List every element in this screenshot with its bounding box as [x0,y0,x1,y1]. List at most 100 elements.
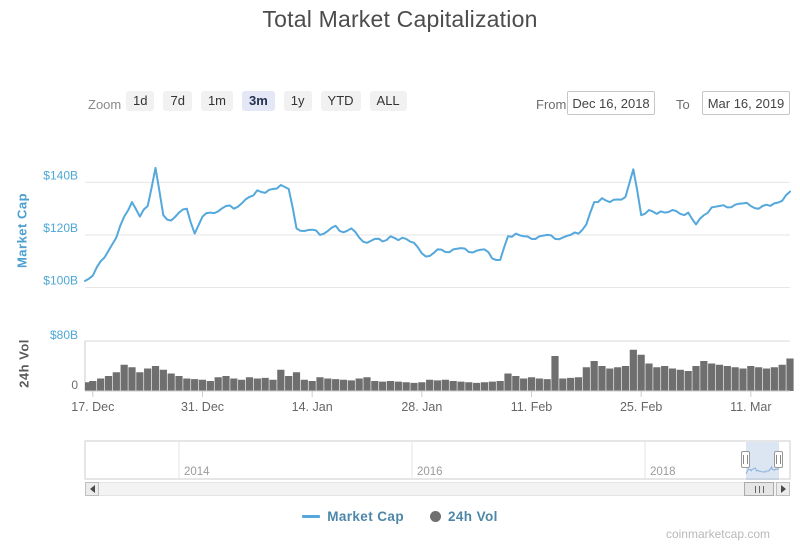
zoom-button-1d[interactable]: 1d [126,91,155,112]
volume-column[interactable] [668,368,677,392]
volume-column[interactable] [191,379,199,391]
volume-column[interactable] [410,382,418,391]
volume-column[interactable] [512,376,520,391]
volume-column[interactable] [465,382,473,391]
volume-column[interactable] [629,349,637,391]
zoom-button-all[interactable]: ALL [369,91,407,112]
volume-column[interactable] [347,380,355,391]
volume-column[interactable] [653,367,661,391]
volume-column[interactable] [269,379,277,391]
volume-column[interactable] [324,378,332,392]
volume-column[interactable] [206,381,214,391]
volume-column[interactable] [308,381,316,391]
volume-column[interactable] [739,368,747,392]
volume-column[interactable] [473,382,481,391]
volume-column[interactable] [285,376,293,391]
scrollbar-thumb[interactable] [744,482,774,496]
volume-column[interactable] [402,382,410,391]
navigator-selection[interactable] [746,442,779,480]
market-cap-line-series[interactable] [84,166,791,282]
volume-column[interactable] [504,373,512,392]
volume-column[interactable] [582,367,590,391]
volume-column[interactable] [316,377,324,391]
volume-column[interactable] [261,377,269,391]
zoom-button-ytd[interactable]: YTD [320,91,361,112]
volume-column[interactable] [770,367,778,391]
chart-plot-area[interactable] [85,150,790,390]
volume-column[interactable] [441,379,449,391]
volume-column[interactable] [723,366,731,391]
volume-column[interactable] [614,367,622,391]
volume-column[interactable] [386,381,395,391]
volume-column[interactable] [394,381,402,391]
volume-column[interactable] [527,377,536,391]
volume-column[interactable] [332,379,340,391]
volume-column[interactable] [339,379,348,391]
volume-column[interactable] [551,356,559,391]
from-date-input[interactable] [567,91,655,115]
zoom-button-3m[interactable]: 3m [242,91,275,112]
zoom-button-1y[interactable]: 1y [283,91,312,112]
volume-column[interactable] [363,377,371,391]
volume-column[interactable] [637,354,645,391]
volume-column[interactable] [151,366,160,391]
volume-column[interactable] [238,379,246,391]
volume-column[interactable] [277,369,285,391]
volume-column[interactable] [559,378,567,392]
volume-column[interactable] [128,367,136,391]
volume-column[interactable] [85,382,93,391]
scrollbar-track[interactable] [85,482,790,496]
legend-item-market-cap[interactable]: Market Cap [302,509,404,524]
volume-column[interactable] [355,378,363,392]
volume-column[interactable] [708,363,716,392]
volume-column[interactable] [590,361,598,391]
volume-column[interactable] [762,368,771,392]
volume-column[interactable] [567,377,575,391]
scrollbar-left-arrow[interactable] [85,482,99,496]
volume-column[interactable] [574,377,583,391]
volume-column[interactable] [676,369,684,391]
volume-column[interactable] [175,376,183,391]
volume-column[interactable] [89,381,97,391]
volume-column[interactable] [104,376,113,391]
volume-column[interactable] [198,379,207,391]
volume-column[interactable] [598,366,606,391]
volume-column[interactable] [433,380,442,391]
navigator-handle-right[interactable] [774,451,783,468]
volume-column[interactable] [371,381,379,391]
volume-column[interactable] [379,381,387,391]
volume-column[interactable] [684,371,692,391]
volume-column[interactable] [731,367,739,391]
volume-column[interactable] [520,378,528,392]
volume-column[interactable] [692,366,700,391]
volume-column[interactable] [418,382,426,391]
volume-column[interactable] [606,368,614,392]
volume-column[interactable] [645,363,653,392]
volume-column[interactable] [426,379,434,391]
volume-column[interactable] [621,366,630,391]
scrollbar-right-arrow[interactable] [776,482,790,496]
navigator-handle-left[interactable] [741,451,750,468]
volume-column[interactable] [230,378,238,392]
volume-column[interactable] [300,379,308,391]
volume-column[interactable] [222,376,230,391]
volume-column[interactable] [778,364,786,391]
volume-column[interactable] [159,369,167,391]
volume-column[interactable] [253,378,261,392]
volume-column[interactable] [167,373,175,392]
volume-column[interactable] [488,381,496,391]
volume-column[interactable] [214,377,222,391]
volume-column[interactable] [496,381,504,391]
volume-column[interactable] [292,372,301,391]
volume-column[interactable] [700,361,708,391]
volume-column[interactable] [245,377,254,391]
legend-item-24h-vol[interactable]: 24h Vol [429,509,498,524]
volume-column[interactable] [543,379,551,391]
volume-column[interactable] [97,378,105,392]
volume-column[interactable] [747,366,755,391]
volume-column[interactable] [136,372,144,391]
volume-column[interactable] [661,366,669,391]
zoom-button-7d[interactable]: 7d [163,91,192,112]
volume-column[interactable] [457,381,465,391]
volume-column[interactable] [449,381,457,391]
